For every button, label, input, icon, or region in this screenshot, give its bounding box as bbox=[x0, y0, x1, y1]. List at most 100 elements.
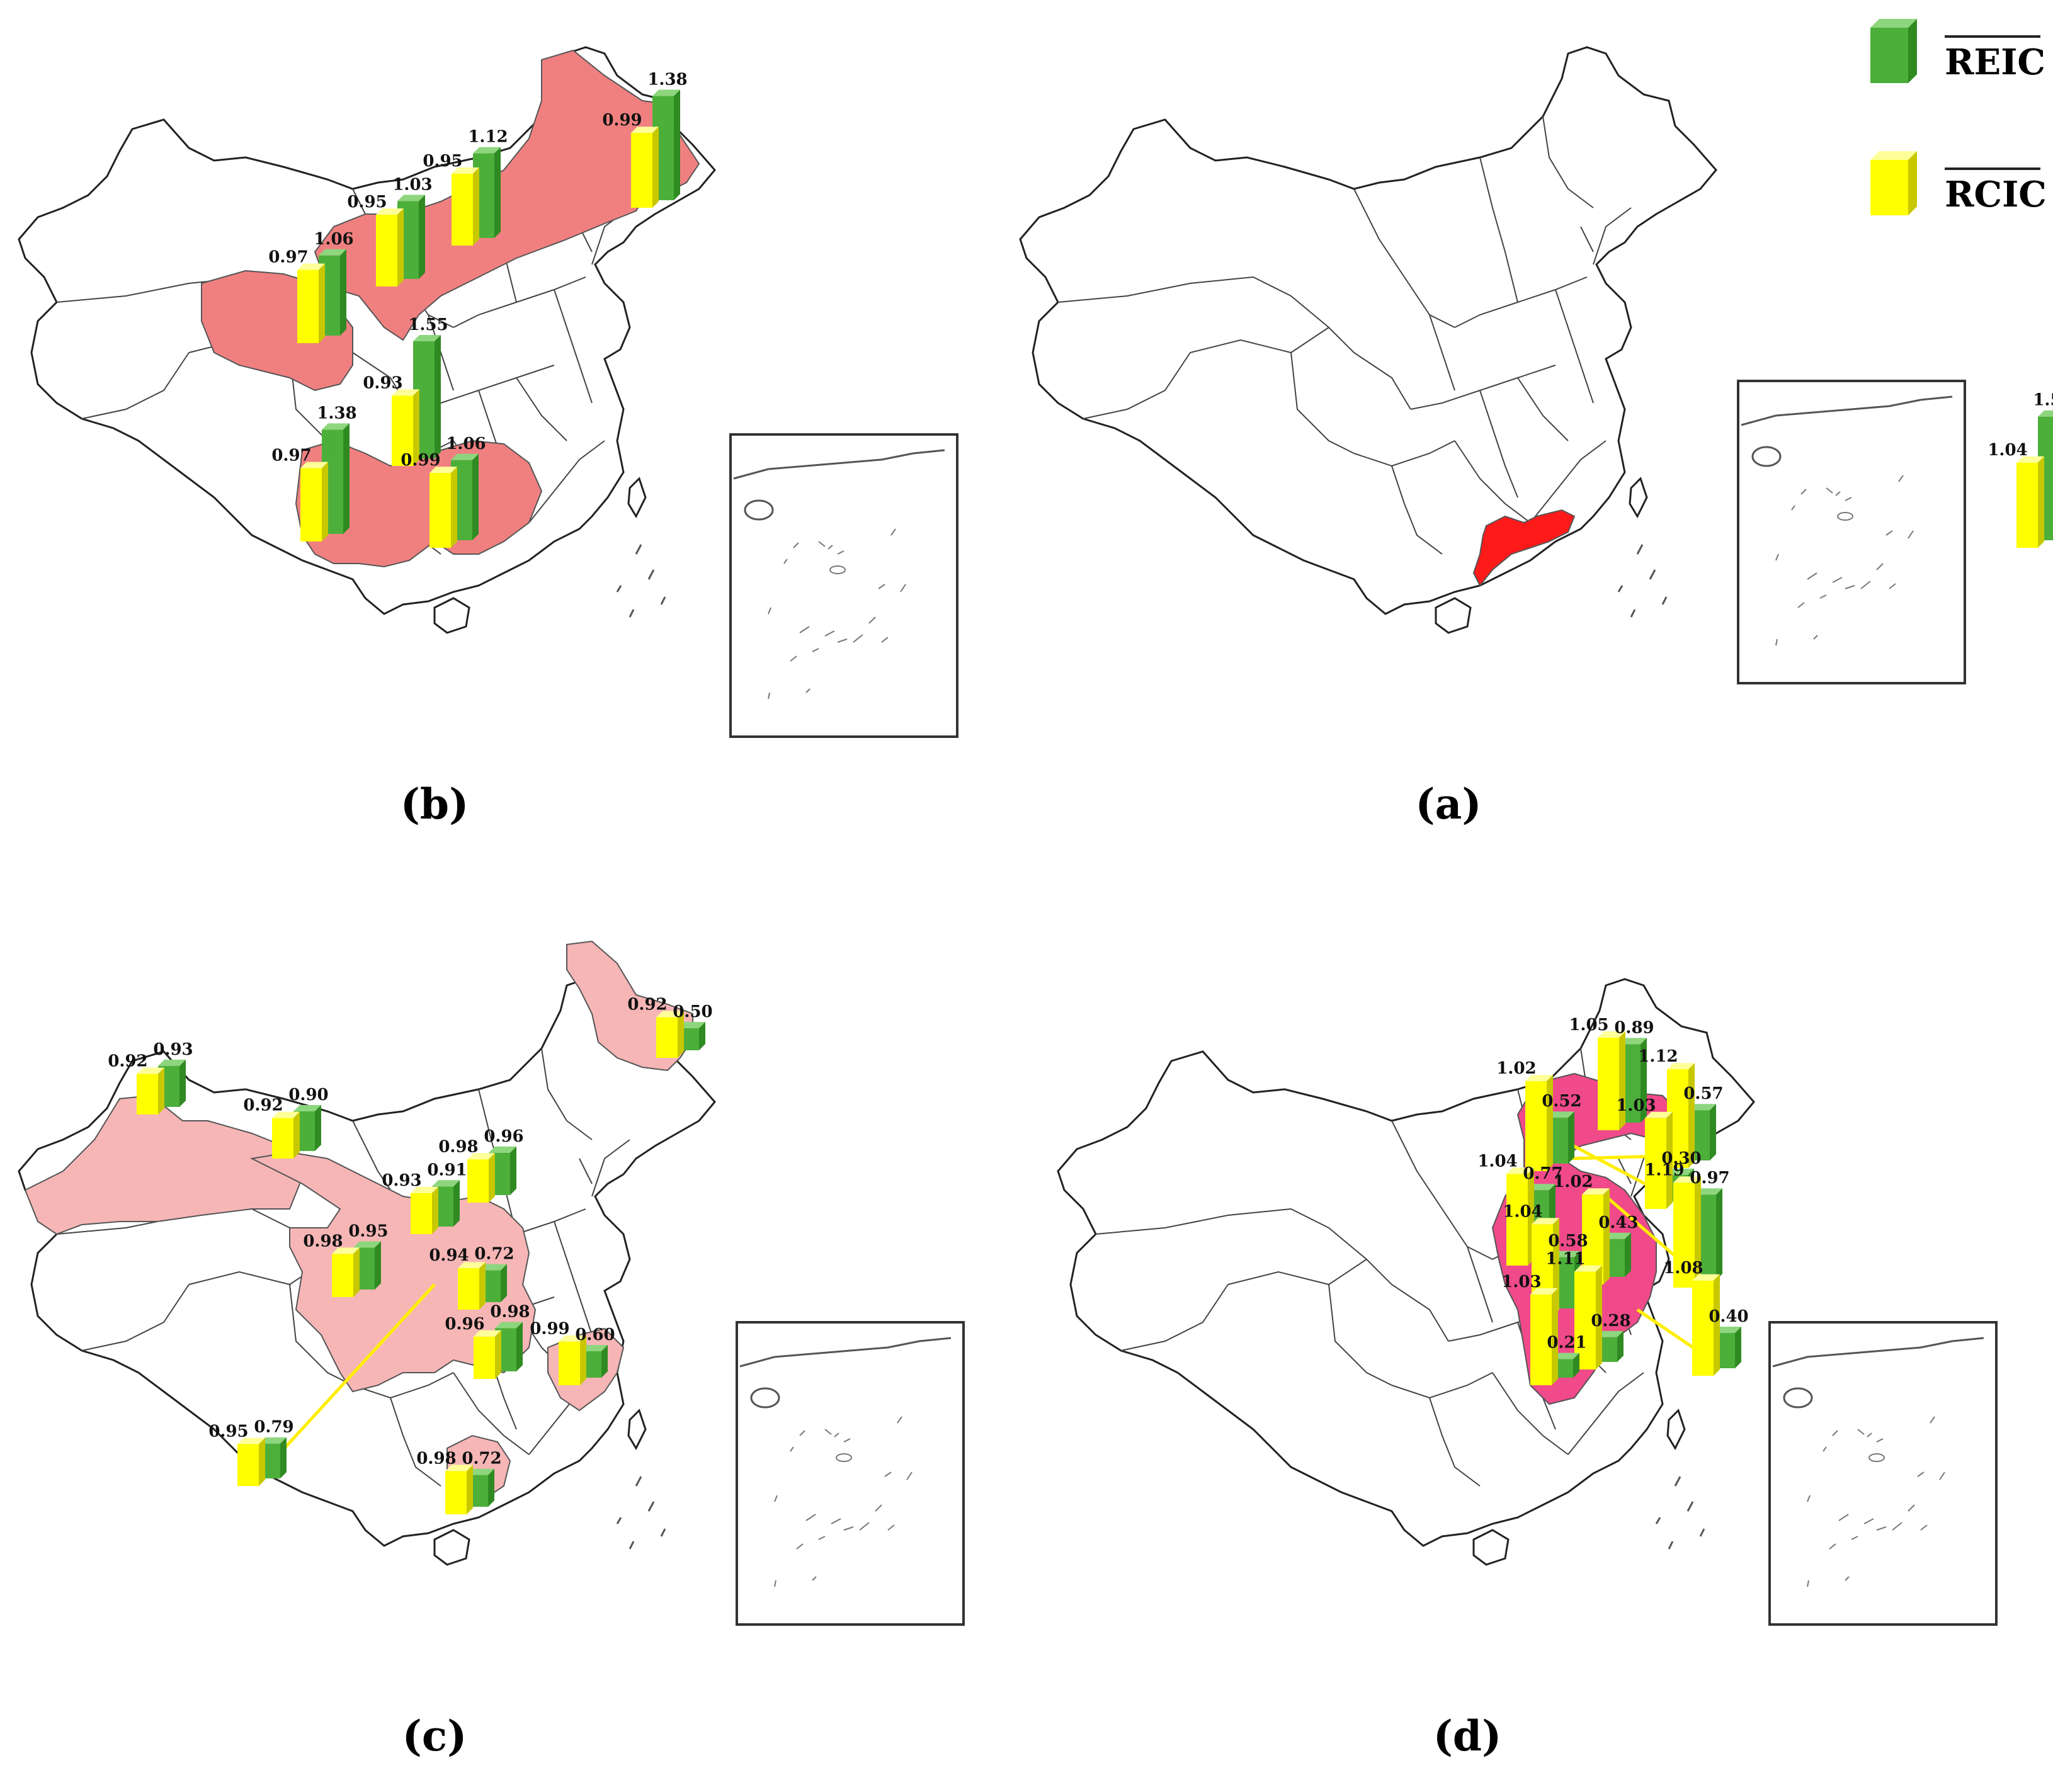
rcic-value-label: 0.99 bbox=[530, 1320, 569, 1339]
rcic-bar-top bbox=[1506, 1167, 1534, 1174]
reic-bar-top bbox=[1528, 1184, 1555, 1191]
reic-value-label: 0.90 bbox=[288, 1086, 328, 1104]
rcic-bar-top bbox=[137, 1067, 164, 1074]
china-map-a bbox=[1019, 46, 1717, 634]
reic-value-label: 1.51 bbox=[2033, 391, 2053, 410]
rcic-value-label: 1.03 bbox=[1501, 1273, 1541, 1291]
rcic-bar-top bbox=[1667, 1063, 1695, 1070]
rcic-bar bbox=[376, 215, 397, 286]
legend-reic-label: REIC bbox=[1945, 42, 2045, 83]
reic-value-label: 0.60 bbox=[575, 1325, 615, 1344]
reic-bar-top bbox=[473, 147, 501, 154]
rcic-bar-side bbox=[1695, 1176, 1701, 1288]
rcic-bar-top bbox=[2016, 456, 2044, 463]
rcic-value-label: 0.94 bbox=[429, 1246, 469, 1265]
reic-value-label: 1.12 bbox=[468, 128, 508, 147]
caption-b: (b) bbox=[401, 780, 469, 829]
rcic-value-label: 1.04 bbox=[1988, 441, 2027, 460]
reic-value-label: 0.21 bbox=[1547, 1334, 1586, 1353]
reic-bar-top bbox=[678, 1022, 705, 1028]
reic-value-label: 1.38 bbox=[647, 70, 687, 89]
reic-bar-side bbox=[472, 453, 479, 540]
rcic-bar-top bbox=[1692, 1274, 1720, 1281]
reic-bar-side bbox=[699, 1022, 705, 1050]
legend-rcic-swatch-top bbox=[1870, 151, 1917, 160]
rcic-bar bbox=[445, 1471, 467, 1514]
reic-bar-side bbox=[516, 1322, 523, 1371]
highlighted-regions-c bbox=[24, 940, 693, 1503]
reic-bar-side bbox=[1710, 1104, 1716, 1160]
rcic-bar-side bbox=[1603, 1188, 1610, 1284]
region-guangdong bbox=[1472, 509, 1576, 587]
panel-d: 0.52 1.02 0.89 1.05 0.57 1.12 0.30 1.03 0.97 1.19… bbox=[1057, 978, 1998, 1761]
reic-bar-top bbox=[1619, 1038, 1647, 1045]
rcic-bar bbox=[1598, 1038, 1619, 1130]
rcic-bar-side bbox=[2038, 456, 2044, 548]
reic-value-label: 0.50 bbox=[673, 1002, 712, 1021]
rcic-bar bbox=[452, 174, 473, 246]
reic-bar-top bbox=[353, 1241, 381, 1248]
legend-rcic-swatch bbox=[1870, 160, 1908, 215]
legend-reic-swatch-side bbox=[1908, 19, 1917, 83]
rcic-value-label: 1.08 bbox=[1663, 1259, 1703, 1278]
reic-value-label: 0.40 bbox=[1709, 1307, 1748, 1326]
rcic-bar-top bbox=[392, 389, 419, 396]
rcic-value-label: 1.04 bbox=[1503, 1202, 1542, 1221]
rcic-bar-side bbox=[259, 1438, 265, 1486]
reic-bar-side bbox=[1735, 1327, 1741, 1368]
reic-bar-side bbox=[501, 1264, 507, 1302]
rcic-bar bbox=[1673, 1182, 1695, 1288]
rcic-bar bbox=[1692, 1280, 1714, 1376]
rcic-bar bbox=[300, 468, 322, 542]
rcic-bar-top bbox=[474, 1330, 501, 1337]
reic-bar-top bbox=[652, 89, 680, 96]
rcic-bar-top bbox=[1532, 1218, 1559, 1225]
rcic-value-label: 1.19 bbox=[1644, 1160, 1684, 1179]
rcic-bar-side bbox=[467, 1465, 473, 1514]
rcic-value-label: 0.92 bbox=[108, 1052, 147, 1071]
reic-bar-side bbox=[1625, 1232, 1631, 1277]
rcic-bar bbox=[297, 269, 319, 343]
reic-value-label: 0.58 bbox=[1548, 1232, 1588, 1250]
panel-a: 1.51 1.04 (a) bbox=[1019, 46, 2053, 829]
rcic-bar bbox=[656, 1017, 678, 1058]
rcic-bar bbox=[429, 473, 451, 548]
caption-c: (c) bbox=[402, 1711, 467, 1761]
rcic-bar bbox=[137, 1074, 158, 1114]
rcic-value-label: 0.97 bbox=[271, 446, 311, 465]
rcic-bar-side bbox=[580, 1335, 586, 1385]
rcic-bar-side bbox=[678, 1011, 684, 1058]
rcic-bar bbox=[237, 1444, 259, 1486]
rcic-bar-top bbox=[332, 1247, 360, 1254]
reic-value-label: 0.96 bbox=[484, 1127, 523, 1146]
reic-bar-side bbox=[340, 249, 346, 336]
rcic-value-label: 0.95 bbox=[208, 1422, 248, 1441]
reic-bar-top bbox=[2038, 410, 2053, 417]
reic-value-label: 0.72 bbox=[462, 1449, 501, 1468]
legend-rcic: RCIC bbox=[1870, 151, 2047, 215]
rcic-value-label: 0.99 bbox=[401, 451, 440, 470]
reic-value-label: 0.28 bbox=[1591, 1312, 1630, 1330]
rcic-bar bbox=[411, 1193, 432, 1234]
rcic-bar-side bbox=[1688, 1063, 1695, 1168]
reic-value-label: 0.79 bbox=[254, 1418, 293, 1437]
rcic-bar-side bbox=[1666, 1111, 1673, 1209]
rcic-bar-side bbox=[652, 127, 659, 208]
rcic-bar-side bbox=[473, 167, 479, 246]
reic-bar-top bbox=[259, 1437, 287, 1444]
rcic-bar-side bbox=[432, 1186, 438, 1234]
reic-bar-side bbox=[435, 335, 441, 458]
rcic-bar-side bbox=[158, 1067, 164, 1114]
inset-map-b bbox=[729, 433, 958, 738]
reic-value-label: 0.57 bbox=[1683, 1084, 1723, 1103]
caption-a: (a) bbox=[1415, 780, 1481, 829]
reic-bar-side bbox=[601, 1345, 608, 1378]
rcic-bar-side bbox=[451, 467, 457, 548]
reic-bar-side bbox=[315, 1105, 321, 1151]
rcic-bar-top bbox=[411, 1186, 438, 1193]
rcic-bar-top bbox=[376, 208, 404, 215]
rcic-bar-side bbox=[495, 1330, 501, 1379]
reic-bar-side bbox=[674, 89, 680, 200]
reic-bar-side bbox=[510, 1146, 516, 1195]
